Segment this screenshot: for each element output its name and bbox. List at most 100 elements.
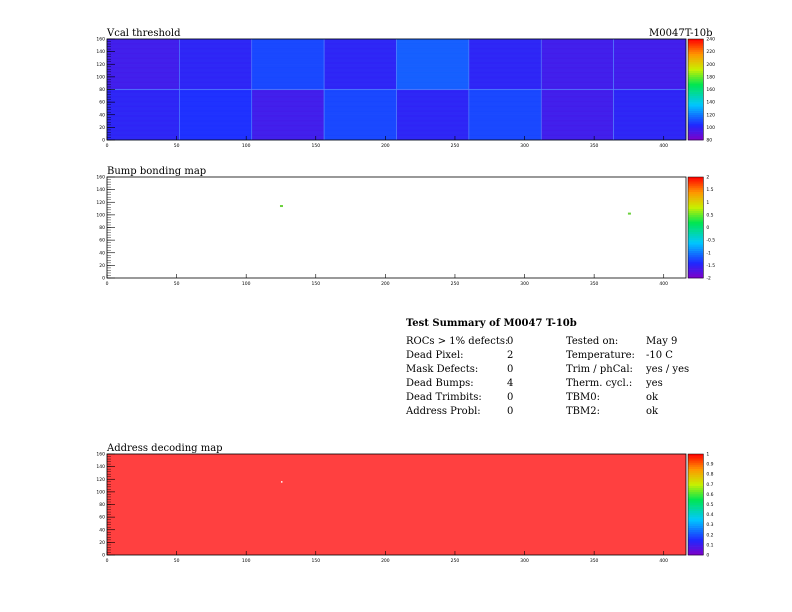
- colorbar-frame: [687, 453, 704, 556]
- colorbar-band: [688, 479, 704, 482]
- colorbar-tick-label: 140: [706, 100, 715, 106]
- y-tick-label: 40: [99, 527, 105, 533]
- summary-right-value: ok: [646, 392, 659, 403]
- colorbar: -2 -1.5 -1 -0.5 0 0.5 1 1.5 2: [687, 175, 715, 282]
- colorbar-band: [688, 225, 704, 228]
- colorbar-band: [688, 123, 704, 126]
- summary-left-label: Address Probl:: [406, 406, 481, 417]
- summary-left-value: 0: [507, 364, 514, 375]
- colorbar-band: [688, 263, 704, 266]
- colorbar-band: [688, 106, 704, 109]
- colorbar-band: [688, 498, 704, 501]
- x-tick-label: 250: [451, 281, 460, 287]
- colorbar-tick-label: 1: [706, 452, 709, 458]
- colorbar-band: [688, 477, 704, 480]
- x-tick-label: 400: [659, 143, 668, 149]
- y-tick-label: 20: [99, 125, 105, 131]
- summary-right-label: Therm. cycl.:: [566, 378, 633, 389]
- y-tick-label: 160: [96, 175, 105, 181]
- x-tick-label: 250: [451, 143, 460, 149]
- colorbar-band: [688, 227, 704, 230]
- summary-right-label: Tested on:: [566, 336, 619, 347]
- colorbar-band: [688, 135, 704, 139]
- colorbar-tick-label: 200: [706, 62, 715, 68]
- roc-cell: [106, 38, 180, 90]
- y-tick-label: 60: [99, 515, 105, 521]
- panel-title-address-decoding: Address decoding map: [107, 443, 223, 454]
- x-tick-label: 300: [520, 558, 529, 564]
- colorbar-band: [688, 189, 704, 193]
- summary-right-value: yes / yes: [646, 364, 690, 375]
- module-label: M0047T-10b: [649, 28, 713, 39]
- x-tick-label: 0: [106, 281, 109, 287]
- colorbar-band: [688, 542, 704, 545]
- colorbar-band: [688, 504, 704, 507]
- colorbar-band: [688, 51, 704, 55]
- colorbar-band: [688, 62, 704, 65]
- colorbar-band: [688, 39, 704, 42]
- colorbar-band: [688, 548, 704, 552]
- colorbar-tick-label: 0.5: [706, 212, 713, 218]
- colorbar-band: [688, 238, 704, 241]
- colorbar-band: [688, 133, 704, 137]
- colorbar-band: [688, 550, 704, 554]
- colorbar-band: [688, 489, 704, 493]
- y-tick-label: 0: [102, 138, 105, 144]
- y-tick-label: 100: [96, 489, 105, 495]
- colorbar-band: [688, 468, 704, 472]
- colorbar-band: [688, 118, 704, 122]
- summary-left-label: Dead Trimbits:: [406, 392, 482, 403]
- x-tick-label: 100: [242, 558, 251, 564]
- colorbar-band: [688, 525, 704, 528]
- y-tick-label: 140: [96, 49, 105, 55]
- colorbar-band: [688, 246, 704, 249]
- x-tick-label: 300: [520, 281, 529, 287]
- colorbar-band: [688, 519, 704, 522]
- y-tick-label: 60: [99, 100, 105, 106]
- colorbar-band: [688, 508, 704, 512]
- colorbar-band: [688, 204, 704, 207]
- colorbar-band: [688, 187, 704, 190]
- y-tick-label: 160: [96, 452, 105, 458]
- x-tick-label: 50: [174, 281, 180, 287]
- colorbar-tick-label: 120: [706, 112, 715, 118]
- colorbar-band: [688, 248, 704, 251]
- x-tick-label: 200: [381, 558, 390, 564]
- colorbar-band: [688, 183, 704, 186]
- x-tick-label: 350: [590, 143, 599, 149]
- colorbar-band: [688, 531, 704, 535]
- colorbar-band: [688, 491, 704, 495]
- y-tick-label: 80: [99, 502, 105, 508]
- colorbar-band: [688, 85, 704, 88]
- colorbar-band: [688, 127, 704, 130]
- panel-title-vcal-threshold: Vcal threshold: [107, 28, 181, 39]
- colorbar-band: [688, 546, 704, 549]
- colorbar-band: [688, 97, 704, 101]
- colorbar-band: [688, 93, 704, 97]
- colorbar-band: [688, 87, 704, 90]
- colorbar-band: [688, 91, 704, 95]
- x-tick-label: 350: [590, 558, 599, 564]
- y-tick-label: 140: [96, 187, 105, 193]
- x-tick-label: 400: [659, 281, 668, 287]
- y-tick-label: 20: [99, 263, 105, 269]
- colorbar-band: [688, 214, 704, 218]
- colorbar-tick-label: 180: [706, 74, 715, 80]
- colorbar-band: [688, 454, 704, 457]
- colorbar-band: [688, 60, 704, 63]
- colorbar-band: [688, 95, 704, 99]
- colorbar-tick-label: 0: [706, 553, 709, 559]
- colorbar-tick-label: -1: [706, 250, 711, 256]
- colorbar-tick-label: 160: [706, 87, 715, 93]
- colorbar-tick-label: -0.5: [706, 238, 715, 244]
- colorbar-band: [688, 76, 704, 80]
- colorbar-band: [688, 256, 704, 260]
- colorbar-band: [688, 510, 704, 514]
- colorbar-band: [688, 261, 704, 264]
- roc-cell: [540, 38, 614, 90]
- colorbar-tick-label: 0.4: [706, 512, 713, 518]
- colorbar-band: [688, 216, 704, 220]
- colorbar-band: [688, 181, 704, 184]
- summary-left-value: 0: [507, 392, 514, 403]
